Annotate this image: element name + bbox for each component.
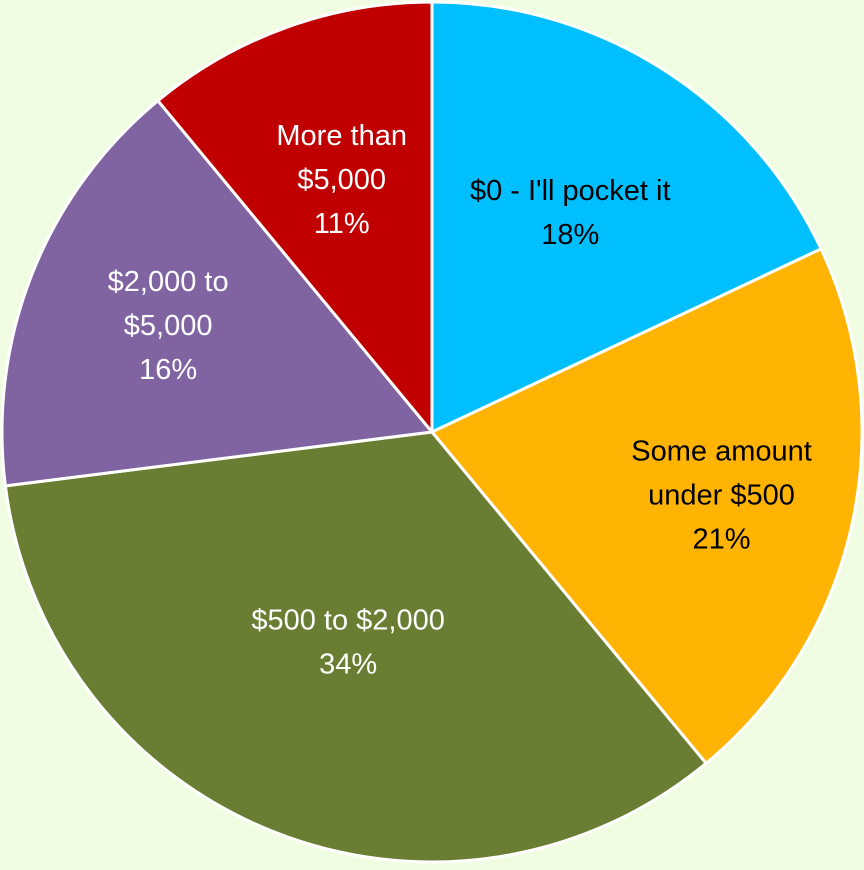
pie-slice-4 <box>0 98 435 488</box>
pie-label-text: $0 - I'll pocket it <box>470 175 671 207</box>
pie-label-percent: 21% <box>693 523 751 555</box>
pie-label-percent: 11% <box>314 208 370 240</box>
pie-slice-5 <box>155 0 434 437</box>
pie-label-text: $5,000 <box>124 310 213 342</box>
pie-slice-3 <box>3 430 709 864</box>
pie-label-text: Some amount <box>631 435 812 467</box>
pie-label-3: $500 to $2,000 34% <box>251 605 445 681</box>
pie-labels: $0 - I'll pocket it 18% Some amount under $… <box>108 120 812 681</box>
pie-slice-2 <box>429 246 864 766</box>
pie-label-5: More than $5,000 11% <box>276 120 407 240</box>
pie-label-text: $5,000 <box>297 164 386 196</box>
pie-label-percent: 16% <box>139 354 197 386</box>
pie-slice-1 <box>430 0 824 435</box>
pie-label-4: $2,000 to $5,000 16% <box>108 266 229 386</box>
pie-label-percent: 34% <box>319 649 377 681</box>
pie-label-1: $0 - I'll pocket it 18% <box>470 175 671 251</box>
pie-label-text: under $500 <box>648 479 795 511</box>
pie-label-percent: 18% <box>541 219 599 251</box>
pie-label-text: $500 to $2,000 <box>251 605 445 637</box>
pie-label-text: More than <box>276 120 407 152</box>
pie-label-2: Some amount under $500 21% <box>631 435 812 555</box>
pie-label-text: $2,000 to <box>108 266 229 298</box>
